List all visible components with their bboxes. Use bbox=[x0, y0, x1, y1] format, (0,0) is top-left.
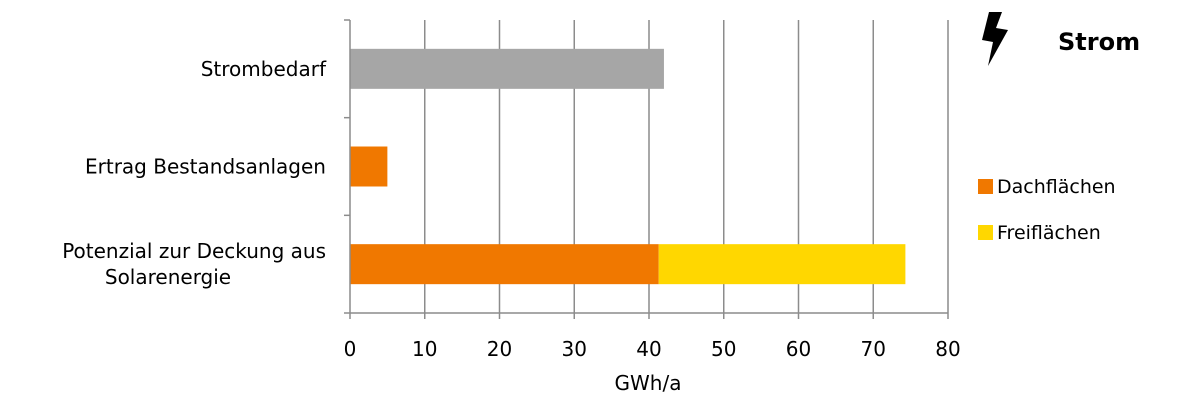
x-tick-label: 10 bbox=[412, 337, 437, 361]
legend-swatch bbox=[978, 225, 993, 240]
x-tick-label: 20 bbox=[487, 337, 512, 361]
category-label: Solarenergie bbox=[105, 265, 231, 289]
lightning-bolt-icon bbox=[982, 12, 1008, 66]
legend-label: Dachflächen bbox=[997, 176, 1116, 198]
x-tick-labels: 0 10 20 30 40 50 60 70 80 bbox=[344, 337, 961, 361]
bar bbox=[350, 146, 388, 187]
x-tick-label: 40 bbox=[636, 337, 661, 361]
x-axis-title: GWh/a bbox=[615, 371, 682, 395]
header-title: Strom bbox=[1058, 28, 1140, 56]
x-tick-label: 0 bbox=[344, 337, 357, 361]
category-label: Ertrag Bestandsanlagen bbox=[85, 155, 326, 179]
legend-label: Freiflächen bbox=[997, 222, 1101, 244]
category-labels: Strombedarf Ertrag Bestandsanlagen Potenzi… bbox=[62, 57, 327, 289]
axes bbox=[344, 19, 949, 319]
bar bbox=[658, 244, 906, 285]
category-label: Potenzial zur Deckung aus bbox=[62, 239, 326, 263]
legend: Dachflächen Freiflächen bbox=[978, 176, 1116, 244]
bars bbox=[350, 48, 906, 285]
x-tick-label: 50 bbox=[711, 337, 736, 361]
x-tick-label: 80 bbox=[935, 337, 960, 361]
bar bbox=[350, 48, 664, 89]
bar bbox=[350, 244, 659, 285]
x-tick-label: 70 bbox=[861, 337, 886, 361]
x-tick-label: 30 bbox=[562, 337, 587, 361]
category-label: Strombedarf bbox=[201, 57, 327, 81]
legend-swatch bbox=[978, 179, 993, 194]
chart-header: Strom bbox=[982, 12, 1140, 66]
x-tick-label: 60 bbox=[786, 337, 811, 361]
